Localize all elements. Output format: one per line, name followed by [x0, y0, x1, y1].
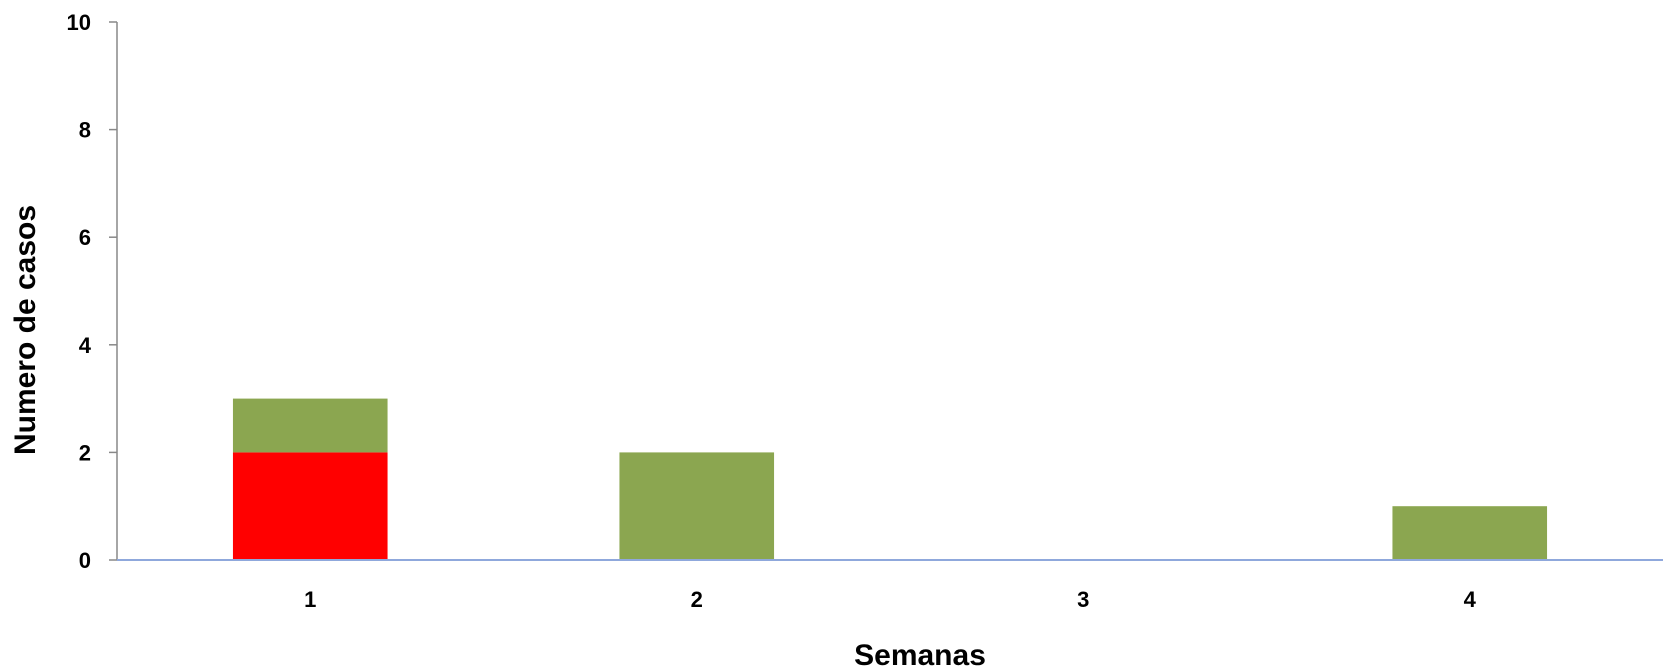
x-tick-label-4: 4	[1464, 587, 1477, 612]
y-axis-title: Numero de casos	[9, 205, 42, 455]
y-tick-label-0: 0	[79, 548, 91, 573]
labels-layer: 1 2 3 4 0 2 4 6 8 10	[67, 10, 1477, 612]
y-tick-label-4: 4	[79, 333, 92, 358]
bar-week-1-segment-2	[232, 398, 388, 453]
bar-week-4-segment-2	[1392, 506, 1548, 560]
x-tick-label-2: 2	[691, 587, 703, 612]
bars-layer	[232, 398, 1548, 560]
axes-layer	[109, 21, 1663, 561]
y-tick-label-6: 6	[79, 225, 91, 250]
y-tick-label-2: 2	[79, 440, 91, 465]
y-tick-label-10: 10	[67, 10, 91, 35]
bar-week-1-segment-1	[232, 452, 388, 560]
y-tick-label-8: 8	[79, 118, 91, 143]
bar-week-2-segment-2	[619, 452, 775, 560]
x-tick-label-3: 3	[1077, 587, 1089, 612]
x-axis-title: Semanas	[854, 639, 986, 670]
x-tick-label-1: 1	[304, 587, 316, 612]
